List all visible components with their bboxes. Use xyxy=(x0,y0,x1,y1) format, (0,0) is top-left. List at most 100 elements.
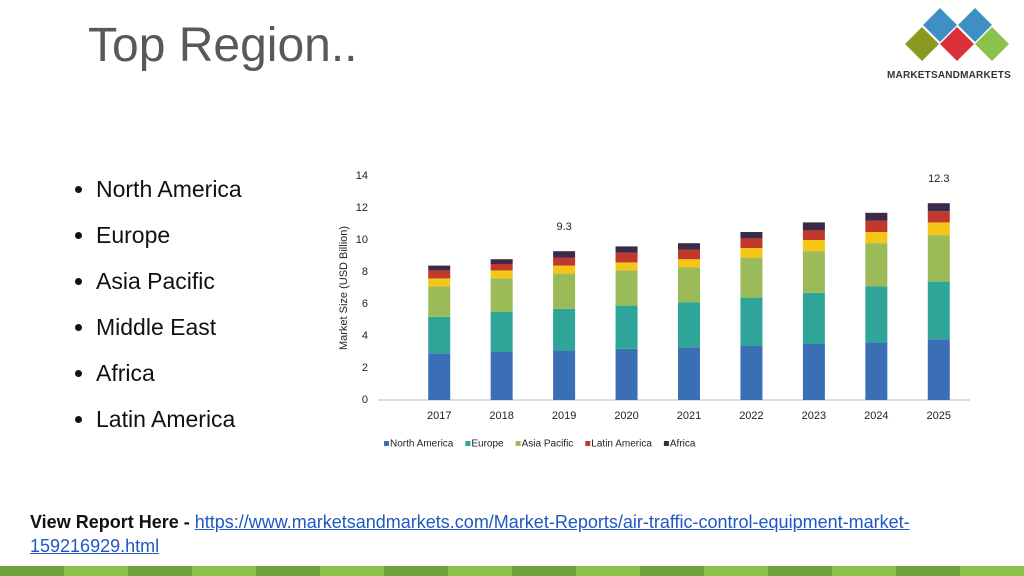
legend-swatch xyxy=(384,441,389,446)
x-tick-label: 2020 xyxy=(614,410,638,422)
bar-segment xyxy=(740,238,763,248)
annotation: 9.3 xyxy=(556,221,571,233)
bar-segment xyxy=(865,212,888,221)
x-tick-label: 2019 xyxy=(552,410,576,422)
legend-label: Europe xyxy=(471,439,504,450)
y-tick-label: 4 xyxy=(362,330,368,342)
y-tick-label: 8 xyxy=(362,266,368,278)
y-tick-label: 14 xyxy=(356,170,368,182)
legend-label: Asia Pacific xyxy=(522,439,574,450)
bar-segment xyxy=(678,259,700,268)
bar-segment xyxy=(490,259,513,264)
slide-title: Top Region.. xyxy=(88,19,358,72)
bar-segment xyxy=(678,249,700,260)
y-tick-label: 6 xyxy=(362,298,368,310)
bar-segment xyxy=(553,308,576,351)
y-axis-label: Market Size (USD Billion) xyxy=(338,226,350,350)
bar-segment xyxy=(615,305,638,349)
legend-swatch xyxy=(515,441,521,446)
y-tick-label: 10 xyxy=(356,234,368,246)
bar-segment xyxy=(865,232,888,244)
bar-segment xyxy=(802,230,825,240)
stripe xyxy=(0,566,1024,576)
legend-label: North America xyxy=(390,439,454,450)
y-tick-label: 12 xyxy=(356,202,368,214)
bar-segment xyxy=(865,342,888,400)
bar-segment xyxy=(865,286,888,343)
bar-segment xyxy=(490,270,513,279)
logo-text: MARKETSANDMARKETS xyxy=(887,70,1011,81)
bar-segment xyxy=(802,222,825,231)
bar-segment xyxy=(865,220,888,232)
x-tick-label: 2025 xyxy=(927,410,951,422)
bullet: Europe xyxy=(96,212,242,258)
footer: View Report Here - https://www.marketsan… xyxy=(30,510,1005,558)
bar-segment xyxy=(553,350,576,400)
bar-segment xyxy=(428,270,451,279)
bar-segment xyxy=(490,312,513,352)
bar-segment xyxy=(615,262,638,271)
bullet: Latin America xyxy=(96,396,242,442)
bar-segment xyxy=(678,302,700,348)
bar-segment xyxy=(927,281,950,340)
bar-segment xyxy=(802,251,825,293)
legend-label: Africa xyxy=(670,439,696,450)
logo-mark xyxy=(905,8,1009,61)
annotation: 12.3 xyxy=(928,173,949,185)
bar-segment xyxy=(428,286,451,317)
footer-label: View Report Here - xyxy=(30,512,195,532)
bar-segment xyxy=(740,257,763,298)
bullet: Africa xyxy=(96,350,242,396)
bar-segment xyxy=(740,248,763,258)
bar-segment xyxy=(740,297,763,346)
bar-segment xyxy=(927,222,950,236)
bar-segment xyxy=(490,264,513,271)
x-tick-label: 2024 xyxy=(864,410,888,422)
bar-segment xyxy=(802,240,825,252)
bullet: Asia Pacific xyxy=(96,258,242,304)
x-tick-label: 2017 xyxy=(427,410,451,422)
x-tick-label: 2021 xyxy=(677,410,701,422)
bar-segment xyxy=(428,265,451,271)
bar-segment xyxy=(615,252,638,263)
bar-segment xyxy=(927,203,950,212)
bar-segment xyxy=(490,278,513,312)
report-link[interactable]: https://www.marketsandmarkets.com/Market… xyxy=(30,512,910,556)
bar-segment xyxy=(428,278,451,287)
bar-segment xyxy=(553,265,576,274)
x-tick-label: 2023 xyxy=(802,410,826,422)
bar-segment xyxy=(927,211,950,223)
bar-segment xyxy=(802,344,825,400)
bar-segment xyxy=(927,235,950,282)
bar-segment xyxy=(615,348,638,400)
bar-segment xyxy=(553,251,576,258)
bar-segment xyxy=(428,353,451,400)
bar-segment xyxy=(740,232,763,239)
bar-segment xyxy=(678,243,700,250)
legend-swatch xyxy=(663,441,669,446)
x-tick-label: 2018 xyxy=(489,410,513,422)
bar-segment xyxy=(927,339,950,400)
bar-segment xyxy=(615,270,638,306)
x-tick-label: 2022 xyxy=(739,410,763,422)
legend-swatch xyxy=(465,441,471,446)
bar-segment xyxy=(553,273,576,309)
y-tick-label: 0 xyxy=(362,394,368,406)
chart: Market Size (USD Billion) 0 2 4 6 8 10 12 14 2017… xyxy=(338,170,970,450)
bar-segment xyxy=(865,243,888,287)
bar-segment xyxy=(740,345,763,400)
bar-segment xyxy=(678,347,700,400)
legend-swatch xyxy=(585,441,591,446)
bar-segment xyxy=(615,246,638,253)
bar-segment xyxy=(553,257,576,266)
legend-label: Latin America xyxy=(591,439,652,450)
bullet: North America xyxy=(96,166,242,212)
bar-segment xyxy=(802,292,825,344)
bullet: Middle East xyxy=(96,304,242,350)
bullet-list: North America Europe Asia Pacific Middle… xyxy=(58,166,242,442)
bar-segment xyxy=(428,316,451,354)
bar-segment xyxy=(490,352,513,400)
bar-segment xyxy=(678,267,700,303)
y-tick-label: 2 xyxy=(362,362,368,374)
